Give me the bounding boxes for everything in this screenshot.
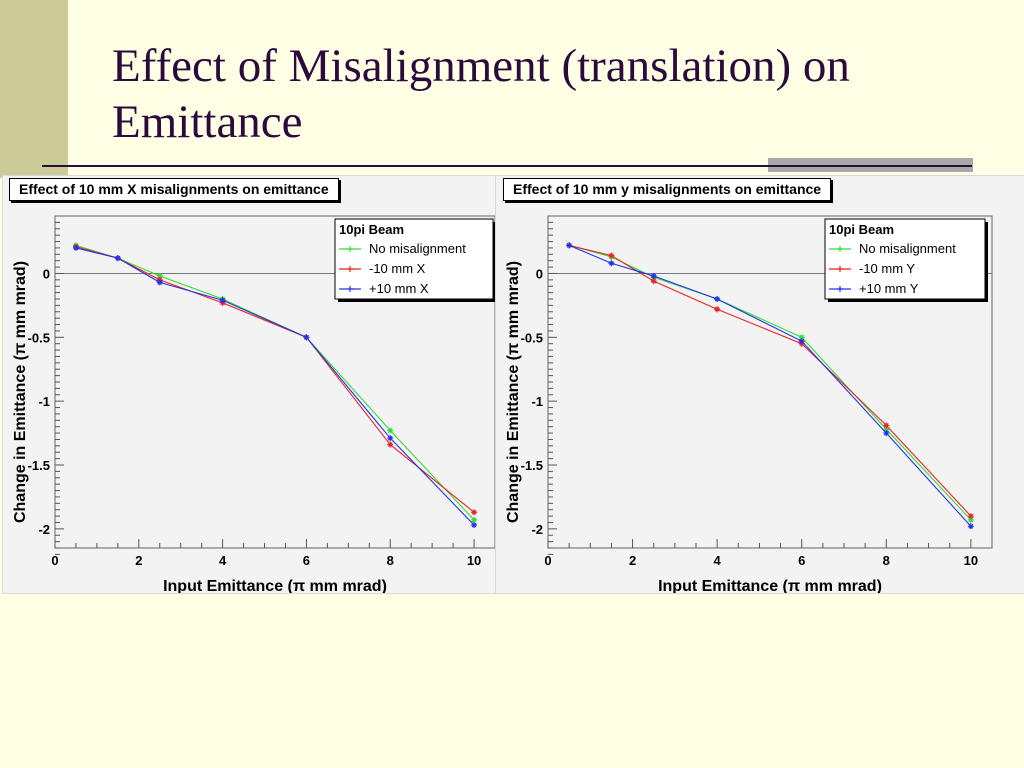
legend-label: -10 mm X [369,261,426,276]
slide-accent-bar [0,0,68,178]
y-tick-label: 0 [536,266,543,281]
data-point [156,273,163,280]
data-point [471,509,478,516]
legend-marker [347,286,353,292]
legend-label: No misalignment [859,241,956,256]
legend-title: 10pi Beam [339,222,404,237]
data-point [303,334,310,341]
data-point [714,306,721,313]
y-tick-label: -0.5 [521,330,543,345]
legend-label: +10 mm X [369,281,429,296]
legend-marker [347,246,353,252]
x-tick-label: 10 [467,553,481,568]
legend-label: +10 mm Y [859,281,919,296]
y-tick-label: -0.5 [28,330,50,345]
legend-box [334,218,494,300]
x-axis-label: Input Emittance (π mm mrad) [163,578,387,593]
data-point [967,523,974,530]
data-point [471,516,478,523]
chart-panel-x: Effect of 10 mm X misalignments on emitt… [2,175,554,594]
x-tick-label: 4 [219,553,227,568]
data-point [219,297,226,304]
data-point [798,334,805,341]
y-tick-label: -2 [38,522,50,537]
data-point [883,422,890,429]
data-point [156,279,163,286]
x-tick-label: 4 [714,553,722,568]
legend-label: No misalignment [369,241,466,256]
slide-title: Effect of Misalignment (translation) on … [112,40,850,148]
chart-panel-y: Effect of 10 mm y misalignments on emitt… [495,175,1024,594]
legend-label: -10 mm Y [859,261,915,276]
x-tick-label: 6 [798,553,805,568]
y-tick-label: 0 [43,266,50,281]
data-point [114,255,121,262]
chart-svg-y: 0 2 4 6 8 10 0 -0.5 -1 -1.5 -2 Input Emittance (π m… [505,215,993,593]
legend-title: 10pi Beam [829,222,894,237]
legend-marker [837,266,843,272]
y-axis-label: Change in Emittance (π mm mrad) [12,261,29,523]
data-point [967,516,974,523]
chart-svg-x: 0 2 4 6 8 10 0 -0.5 -1 -1.5 -2 Input Emittance (π m… [12,215,496,593]
legend-marker [347,266,353,272]
x-tick-label: 8 [883,553,890,568]
data-point [650,278,657,285]
title-rule [42,165,972,167]
x-tick-label: 0 [51,553,58,568]
x-tick-label: 10 [964,553,978,568]
data-point [387,435,394,442]
x-tick-label: 0 [544,553,551,568]
y-tick-label: -1 [531,394,543,409]
legend-box [824,218,986,300]
y-axis-label: Change in Emittance (π mm mrad) [505,261,522,523]
data-point [387,427,394,434]
chart-title: Effect of 10 mm y misalignments on emitt… [503,178,832,201]
x-tick-label: 2 [135,553,142,568]
x-tick-label: 6 [303,553,310,568]
data-point [387,441,394,448]
x-tick-label: 8 [387,553,394,568]
data-point [72,244,79,251]
data-point [714,296,721,302]
data-point [798,338,805,345]
x-tick-label: 2 [629,553,636,568]
y-tick-label: -2 [531,522,543,537]
y-tick-label: -1 [38,394,50,409]
data-point [608,260,615,267]
data-point [883,430,890,437]
legend-marker [837,286,843,292]
data-point [967,513,974,520]
y-tick-label: -1.5 [28,458,50,473]
data-point [883,426,890,433]
data-point [471,522,478,529]
y-tick-label: -1.5 [521,458,543,473]
data-point [608,252,615,259]
data-point [650,273,657,280]
legend-marker [837,246,843,252]
data-point [566,242,573,249]
chart-title: Effect of 10 mm X misalignments on emitt… [9,178,339,201]
x-axis-label: Input Emittance (π mm mrad) [658,578,882,593]
